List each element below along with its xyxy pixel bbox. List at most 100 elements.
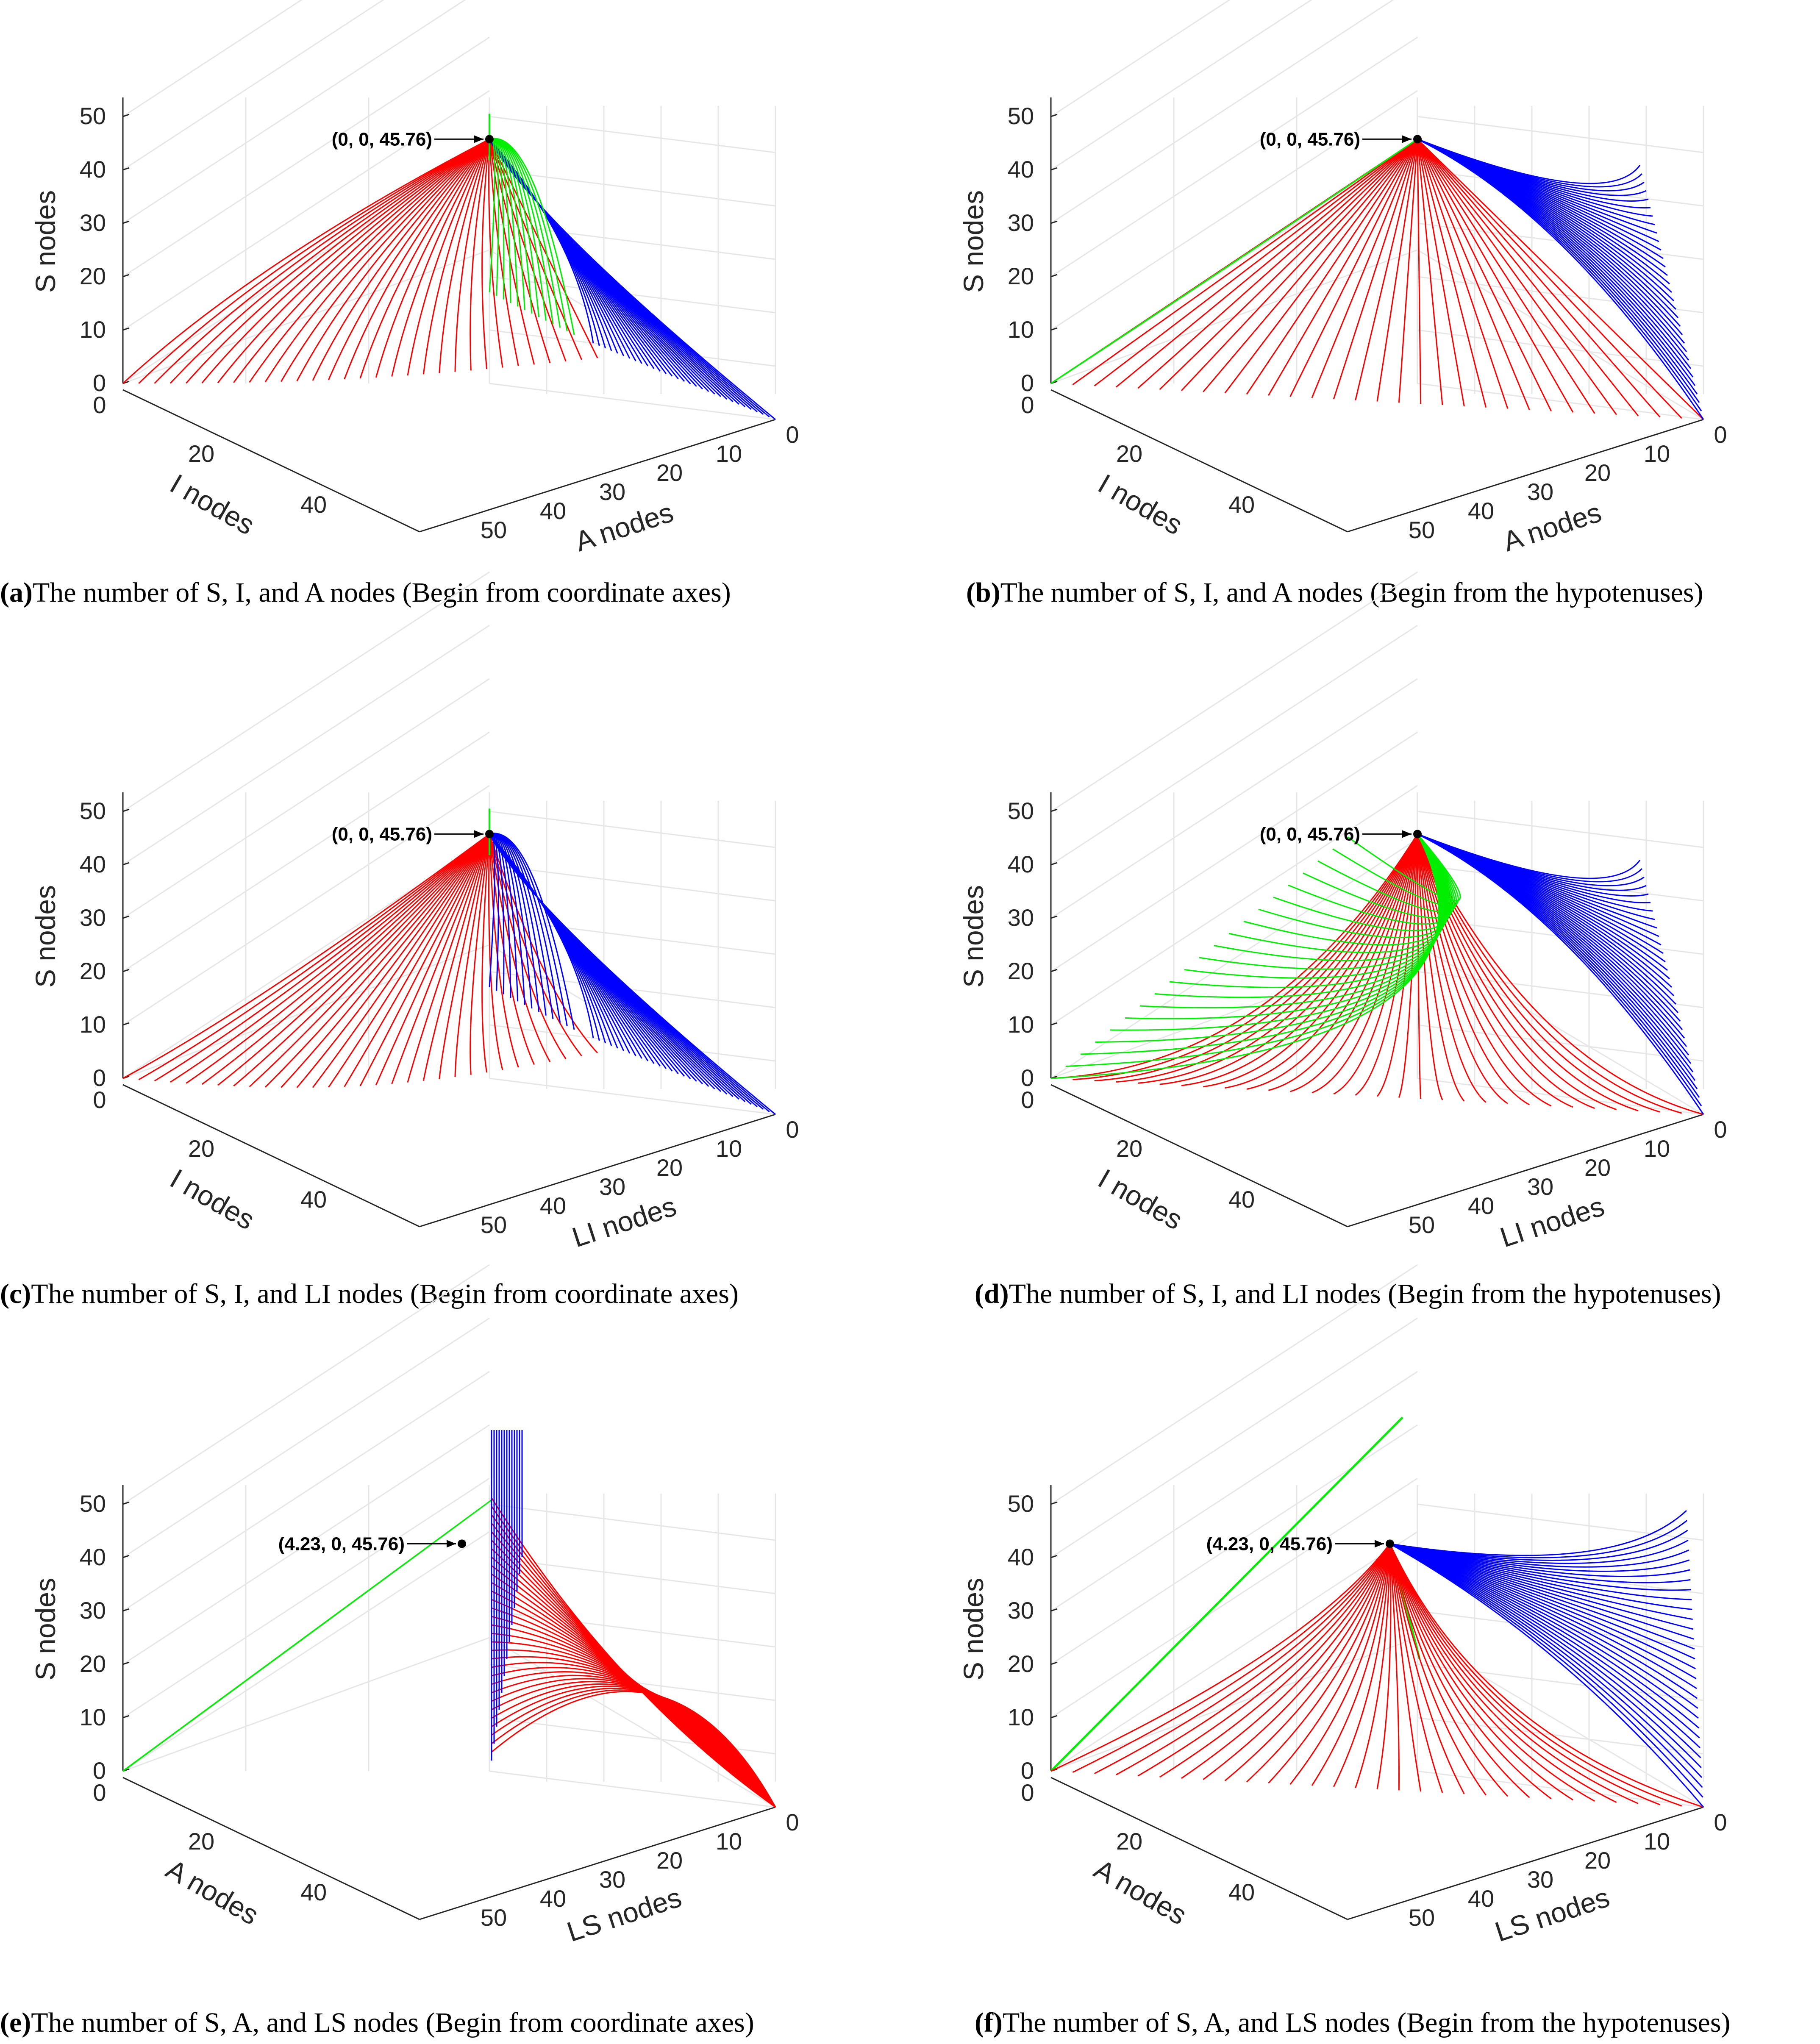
y-tick-label: 40 (1468, 1885, 1494, 1912)
red-trajectory (296, 139, 490, 382)
grid-line (489, 169, 776, 207)
y-tick-label: 40 (540, 1885, 566, 1912)
z-tick-label: 0 (93, 1757, 106, 1784)
grid-line (1050, 1531, 1418, 1772)
red-trajectory (312, 139, 490, 381)
x-tick-label: 0 (1021, 1086, 1034, 1113)
y-tick-label: 10 (716, 1135, 742, 1162)
x-axis-label: A nodes (161, 1853, 264, 1930)
z-axis-label: S nodes (30, 190, 61, 293)
grid-line (1050, 0, 1231, 117)
z-tick-label: 50 (80, 103, 106, 129)
grid-line (489, 1557, 776, 1594)
grid-line (489, 944, 776, 1115)
red-trajectory (138, 139, 490, 384)
blue-trajectory (1389, 1543, 1694, 1630)
x-tick-label: 40 (1228, 1879, 1255, 1905)
blue-trajectory (1417, 833, 1696, 1081)
grid-line (1417, 864, 1704, 902)
chart-panel-d: 0 10 20 30 40 50 0 20 40 0 10 20 30 40 50 S nodes I node… (958, 571, 1727, 1253)
red-trajectory (154, 139, 490, 384)
caption-text: The number of S, A, and LS nodes (Begin … (1003, 2007, 1731, 2038)
red-trajectory (375, 139, 490, 378)
grid (1050, 1264, 1704, 1808)
y-tick-label: 40 (540, 497, 566, 524)
caption-label: (f) (975, 2007, 1003, 2038)
grid-line (1417, 169, 1704, 207)
y-tick-label: 20 (656, 1154, 683, 1181)
x-axis-line (122, 389, 420, 533)
red-trajectory (1389, 1543, 1704, 1808)
green-trajectory (1214, 833, 1448, 961)
red-trajectory (1137, 1543, 1391, 1777)
trajectories (1050, 833, 1704, 1115)
z-tick-mark (122, 1661, 130, 1665)
z-tick-mark (122, 808, 130, 812)
caption-c: (c)The number of S, I, and LI nodes (Beg… (0, 1278, 739, 1309)
caption-text: The number of S, I, and LI nodes (Begin … (31, 1278, 739, 1309)
equilibrium-point (1386, 1539, 1394, 1548)
red-trajectory (481, 139, 490, 369)
grid (122, 1264, 776, 1808)
green-trajectory (1184, 833, 1446, 979)
red-trajectory (1389, 1544, 1487, 1796)
grid-line (122, 0, 384, 171)
red-trajectory (1417, 139, 1617, 415)
red-trajectory (1417, 834, 1443, 1100)
grid-line (122, 785, 490, 1026)
red-trajectory (1417, 139, 1530, 410)
red-trajectory (1389, 1544, 1422, 1792)
y-tick-label: 40 (1468, 1192, 1494, 1219)
red-trajectory (328, 139, 490, 380)
annotation-arrowhead (474, 830, 483, 838)
equilibrium-annotation: (0, 0, 45.76) (332, 129, 432, 150)
trajectories (1050, 1416, 1704, 1808)
grid-line (489, 1503, 776, 1541)
caption-text: The number of S, A, and LS nodes (Begin … (31, 2007, 754, 2038)
chart-panel-b: 0 10 20 30 40 50 0 20 40 0 10 20 30 40 50 S nodes I node… (958, 0, 1727, 557)
grid-line (1050, 0, 1312, 171)
blue-trajectory (1417, 833, 1677, 1005)
grid-line (122, 1477, 490, 1719)
red-trajectory (470, 834, 490, 1075)
x-tick-label: 20 (188, 1828, 214, 1855)
z-tick-mark (122, 969, 130, 972)
z-tick-label: 20 (1008, 1650, 1034, 1677)
grid-line (489, 249, 776, 420)
red-trajectory (312, 833, 490, 1088)
red-trajectory (1290, 834, 1418, 1092)
grid-line (489, 1078, 776, 1115)
red-trajectory (422, 833, 490, 1081)
red-trajectory (454, 139, 490, 372)
red-trajectory (281, 833, 490, 1088)
blue-trajectory (1417, 139, 1692, 369)
x-tick-label: 0 (93, 1779, 106, 1806)
z-tick-label: 40 (1008, 1544, 1034, 1570)
red-trajectory (1203, 1543, 1391, 1780)
red-trajectory (1389, 1543, 1639, 1804)
red-trajectory (1417, 139, 1422, 404)
blue-trajectory (1389, 1543, 1695, 1650)
red-trajectory (1417, 834, 1530, 1105)
red-trajectory (1389, 1543, 1682, 1807)
blue-trajectory (1389, 1543, 1690, 1577)
grid-line (1050, 1637, 1418, 1772)
grid-line (122, 678, 490, 919)
red-trajectory (1398, 834, 1418, 1098)
z-tick-label: 0 (1021, 1757, 1034, 1784)
x-tick-label: 40 (300, 1186, 327, 1213)
grid-line (122, 1317, 490, 1558)
y-axis-line (419, 1114, 776, 1228)
y-tick-label: 10 (1644, 1135, 1670, 1162)
x-tick-label: 40 (300, 491, 327, 518)
y-tick-label: 30 (599, 1173, 625, 1200)
caption-text: The number of S, I, and A nodes (Begin f… (33, 577, 731, 608)
x-axis-label: A nodes (1089, 1853, 1192, 1930)
red-trajectory (1246, 834, 1418, 1090)
z-tick-label: 10 (1008, 316, 1034, 343)
blue-trajectory (1389, 1510, 1687, 1556)
red-trajectory (1355, 139, 1418, 401)
red-trajectory (1246, 139, 1418, 395)
red-trajectory (1417, 139, 1639, 417)
grid-line (122, 36, 490, 278)
